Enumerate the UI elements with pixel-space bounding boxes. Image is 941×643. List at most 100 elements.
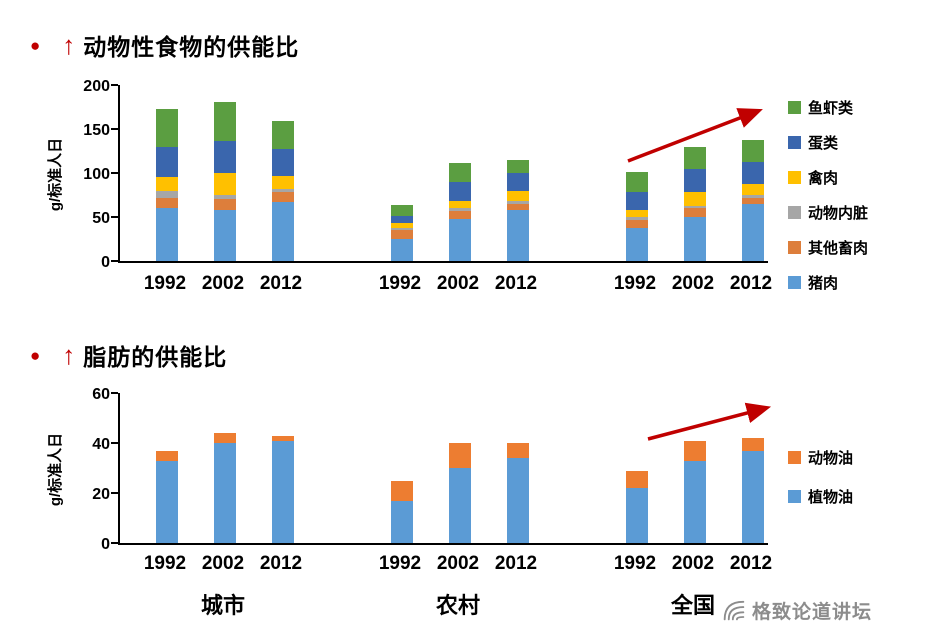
bar-segment-禽肉	[272, 175, 294, 189]
bar-segment-蛋类	[626, 192, 648, 210]
bar-segment-动物内脏	[272, 188, 294, 193]
y-tick-label: 100	[83, 166, 110, 183]
bar-slot	[138, 108, 196, 261]
bar-segment-鱼虾类	[626, 172, 648, 193]
bar-slot	[608, 172, 666, 261]
bar-segment-动物油	[449, 443, 471, 468]
bar-segment-鱼虾类	[272, 121, 294, 150]
group-label-城市: 城市	[200, 593, 245, 618]
bar-segment-蛋类	[449, 181, 471, 202]
y-tick-mark	[111, 216, 118, 218]
bar-segment-植物油	[391, 500, 413, 543]
chart1-y-axis-label-wrap: g/标准人日	[40, 85, 70, 263]
bar-segment-动物内脏	[507, 201, 529, 204]
x-tick-label: 2012	[494, 553, 538, 574]
chart2-title-row: ● ↑ 脂肪的供能比	[30, 338, 227, 372]
bar-slot	[373, 204, 431, 261]
stacked-bar-农村-2002	[449, 443, 471, 543]
y-tick-label: 150	[83, 122, 110, 139]
group-label-全国: 全国	[670, 593, 715, 618]
bar-segment-猪肉	[449, 218, 471, 261]
y-tick-label: 40	[92, 436, 110, 453]
watermark-text: 格致论道讲坛	[752, 601, 873, 623]
bar-segment-动物内脏	[626, 217, 648, 220]
bar-segment-猪肉	[272, 202, 294, 261]
stacked-bar-城市-1992	[156, 450, 178, 543]
bar-segment-动物油	[742, 438, 764, 451]
stacked-bar-城市-2002	[214, 433, 236, 543]
chart2-y-axis-ticks: 0 20 40 60	[70, 386, 110, 553]
stacked-bar-农村-1992	[391, 480, 413, 543]
bar-segment-禽肉	[684, 192, 706, 206]
x-tick-label: 1992	[613, 273, 657, 294]
bar-segment-猪肉	[507, 209, 529, 261]
bar-slot	[608, 470, 666, 543]
legend-swatch	[788, 451, 801, 464]
legend-item-动物油: 动物油	[788, 447, 853, 468]
bar-segment-动物油	[626, 470, 648, 488]
legend-swatch	[788, 136, 801, 149]
bar-slot	[254, 435, 312, 543]
bar-segment-蛋类	[507, 173, 529, 191]
x-tick-label: 2012	[729, 273, 773, 294]
legend-swatch	[788, 276, 801, 289]
bar-slot	[666, 440, 724, 543]
bar-segment-植物油	[272, 440, 294, 543]
chart1-title-row: ● ↑ 动物性食物的供能比	[30, 28, 299, 62]
bar-segment-其他畜肉	[742, 197, 764, 204]
legend-item-蛋类: 蛋类	[788, 132, 868, 153]
chart2-plot-area	[111, 392, 772, 545]
chart1-title: 动物性食物的供能比	[83, 34, 300, 60]
stacked-bar-农村-1992	[391, 204, 413, 261]
legend-swatch	[788, 101, 801, 114]
chart1-plot-area	[111, 84, 768, 263]
bar-segment-禽肉	[626, 210, 648, 218]
bar-slot	[666, 146, 724, 261]
watermark: 格致论道讲坛	[720, 596, 872, 624]
legend-label: 蛋类	[808, 135, 839, 152]
bar-slot	[373, 480, 431, 543]
bar-segment-禽肉	[742, 183, 764, 196]
bar-group-农村	[373, 159, 547, 261]
bar-segment-植物油	[156, 460, 178, 543]
x-tick-label: 2012	[259, 273, 303, 294]
chart1-x-axis-labels: 1992 2002 2012 1992 2002 2012 1992 2002 2012	[118, 273, 772, 297]
legend-item-禽肉: 禽肉	[788, 167, 868, 188]
bar-segment-禽肉	[391, 223, 413, 228]
bar-slot	[196, 433, 254, 543]
bar-segment-动物油	[507, 443, 529, 458]
y-tick-mark	[111, 492, 118, 494]
bar-segment-动物油	[272, 435, 294, 441]
legend-label: 动物油	[808, 450, 854, 467]
y-tick-mark	[111, 128, 118, 130]
bar-segment-动物内脏	[156, 190, 178, 198]
bar-group-全国	[608, 140, 782, 261]
stacked-bar-全国-2012	[742, 438, 764, 543]
chart2-title: 脂肪的供能比	[83, 344, 228, 370]
bar-segment-动物内脏	[742, 195, 764, 198]
x-tick-label: 2002	[671, 553, 715, 574]
chart2-legend: 动物油 植物油	[788, 447, 853, 525]
stacked-bar-城市-1992	[156, 108, 178, 261]
bar-segment-鱼虾类	[214, 101, 236, 142]
x-tick-label: 2002	[436, 553, 480, 574]
stacked-bar-全国-2002	[684, 146, 706, 261]
legend-label: 其他畜肉	[808, 240, 869, 257]
x-tick-label: 1992	[378, 553, 422, 574]
stacked-bar-城市-2002	[214, 101, 236, 261]
bar-segment-动物内脏	[391, 227, 413, 231]
stacked-bar-全国-2002	[684, 440, 706, 543]
bar-segment-动物内脏	[684, 205, 706, 209]
bar-segment-动物内脏	[449, 208, 471, 211]
x-tick-label: 1992	[613, 553, 657, 574]
bar-segment-蛋类	[742, 162, 764, 184]
bar-segment-动物油	[684, 440, 706, 461]
up-trend-icon: ↑	[62, 340, 76, 370]
bar-segment-其他畜肉	[507, 203, 529, 210]
y-tick-label: 60	[92, 386, 110, 403]
bar-segment-植物油	[214, 443, 236, 543]
y-tick-label: 0	[101, 254, 110, 271]
legend-label: 禽肉	[808, 170, 839, 187]
bar-slot	[724, 438, 782, 543]
chart1-legend: 鱼虾类 蛋类 禽肉 动物内脏 其他畜肉 猪肉	[788, 97, 868, 307]
